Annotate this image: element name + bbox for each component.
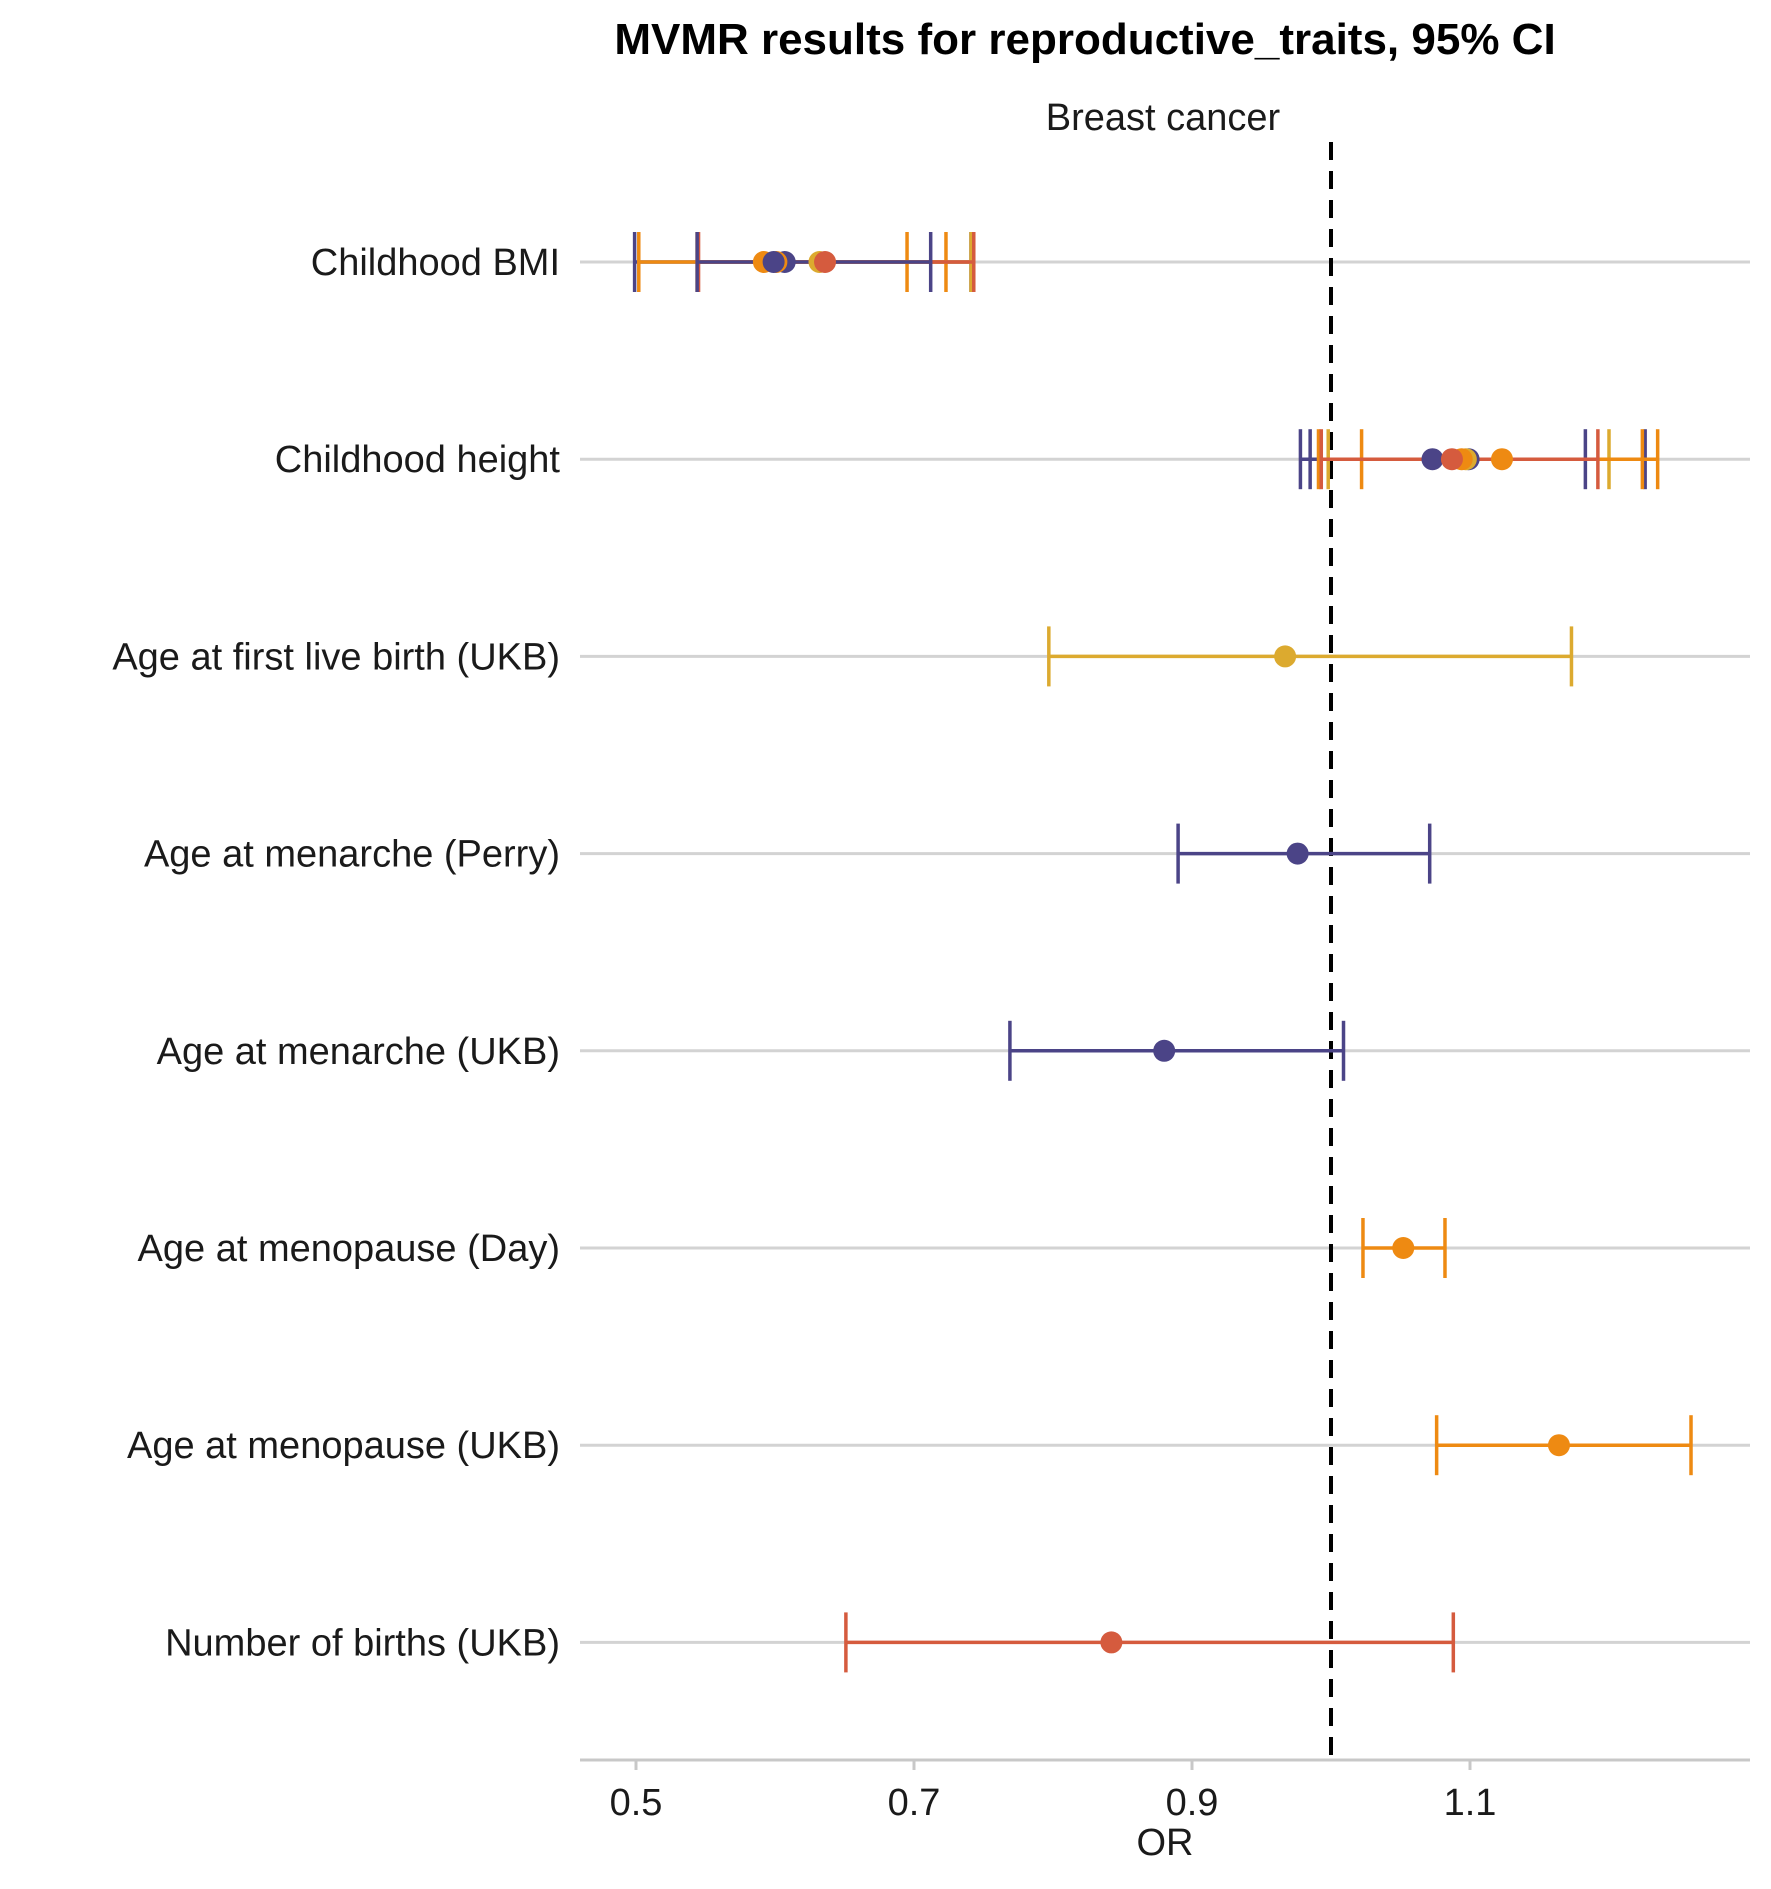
x-axis-title: OR — [1137, 1822, 1194, 1864]
x-tick-label-1: 0.7 — [888, 1782, 941, 1824]
point-childhood-height-11 — [1440, 448, 1463, 471]
point-childhood-height-9 — [1490, 448, 1513, 471]
ci-bar-number-of-births-ukb-17 — [844, 1612, 1456, 1673]
category-label-age-at-menopause-day: Age at menopause (Day) — [138, 1228, 560, 1270]
category-label-number-of-births-ukb: Number of births (UKB) — [165, 1622, 560, 1664]
chart-title: MVMR results for reproductive_traits, 95… — [614, 15, 1555, 64]
category-label-age-at-menarche-ukb: Age at menarche (UKB) — [157, 1031, 560, 1073]
point-estimates — [752, 251, 1570, 1654]
facet-label: Breast cancer — [1046, 97, 1281, 139]
x-axis-ticks: 0.5 0.7 0.9 1.1 — [610, 1760, 1497, 1824]
x-tick-label-0: 0.5 — [610, 1782, 663, 1824]
gridlines — [580, 260, 1750, 1644]
confidence-intervals — [632, 232, 1693, 1673]
category-label-age-at-menarche-perry: Age at menarche (Perry) — [144, 834, 560, 876]
category-label-age-at-menopause-ukb: Age at menopause (UKB) — [127, 1425, 560, 1467]
point-age-at-menarche-perry-13 — [1286, 842, 1309, 865]
x-tick-label-3: 1.1 — [1444, 1782, 1497, 1824]
ci-bar-age-at-menarche-ukb-14 — [1008, 1020, 1346, 1081]
point-age-at-menarche-ukb-14 — [1153, 1039, 1176, 1062]
ci-bar-age-at-first-live-birth-ukb-12 — [1047, 626, 1574, 687]
point-age-at-menopause-day-15 — [1392, 1237, 1415, 1259]
point-childhood-bmi-4 — [814, 251, 837, 273]
category-label-childhood-bmi: Childhood BMI — [311, 242, 560, 284]
point-childhood-bmi-5 — [762, 251, 785, 273]
category-label-age-at-first-live-birth-ukb: Age at first live birth (UKB) — [112, 636, 560, 678]
point-age-at-menopause-ukb-16 — [1547, 1434, 1570, 1457]
point-childhood-height-6 — [1421, 448, 1444, 471]
x-tick-label-2: 0.9 — [1166, 1782, 1219, 1824]
category-label-childhood-height: Childhood height — [275, 439, 561, 481]
category-labels: Childhood BMI Childhood height Age at firs… — [112, 242, 560, 1664]
point-number-of-births-ukb-17 — [1100, 1631, 1123, 1654]
point-age-at-first-live-birth-ukb-12 — [1274, 645, 1297, 668]
